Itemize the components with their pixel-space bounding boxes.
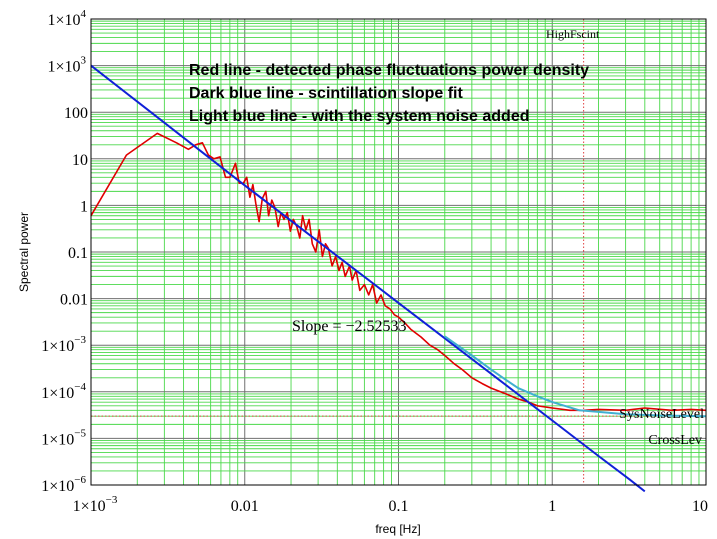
x-tick-label: 0.01 [231, 498, 259, 515]
legend-text-light-blue: Light blue line - with the system noise … [189, 108, 529, 125]
chart-grid [91, 19, 706, 485]
x-tick-label: 1 [548, 498, 556, 515]
y-tick-label: 1 [80, 198, 88, 215]
light-blue-noise-line [444, 335, 707, 418]
high-fscint-label: HighFscint [546, 27, 600, 41]
dark-blue-fit-line [90, 64, 646, 493]
y-tick-label-exp: 1×10−5 [41, 427, 86, 448]
y-tick-label: 0.1 [68, 245, 88, 262]
y-tick-label: 100 [64, 105, 88, 122]
y-tick-label-exp: 1×10−6 [41, 474, 86, 495]
x-axis-ticks: 1×10−3 0.01 0.1 1 10 [73, 494, 708, 515]
y-tick-label-exp: 1×10−3 [41, 334, 86, 355]
y-tick-label-exp: 1×10−4 [41, 381, 86, 402]
y-tick-label-exp: 1×103 [47, 55, 86, 76]
legend-text-dark-blue: Dark blue line - scintillation slope fit [189, 85, 463, 102]
x-tick-label: 0.1 [389, 498, 409, 515]
y-tick-label: 10 [72, 152, 88, 169]
cross-lev-label: CrossLev [648, 433, 702, 448]
plot-frame [90, 18, 707, 486]
legend-text-red: Red line - detected phase fluctuations p… [189, 62, 589, 79]
x-axis-label: freq [Hz] [375, 522, 420, 536]
y-tick-label-exp: 1×104 [47, 8, 86, 29]
x-tick-label: 1×10−3 [73, 494, 118, 515]
chart-series [90, 64, 707, 493]
reference-lines [91, 19, 706, 485]
slope-annotation: Slope = −2.52533 [292, 318, 407, 335]
y-axis-label: Spectral power [17, 212, 31, 292]
y-axis-ticks: 1×104 1×103 100 10 1 0.1 0.01 1×10−3 1×10−4 1×10−… [41, 8, 88, 495]
y-tick-label: 0.01 [60, 292, 88, 309]
sys-noise-level-label: SysNoiseLevel [619, 407, 704, 422]
x-tick-label: 10 [692, 498, 708, 515]
